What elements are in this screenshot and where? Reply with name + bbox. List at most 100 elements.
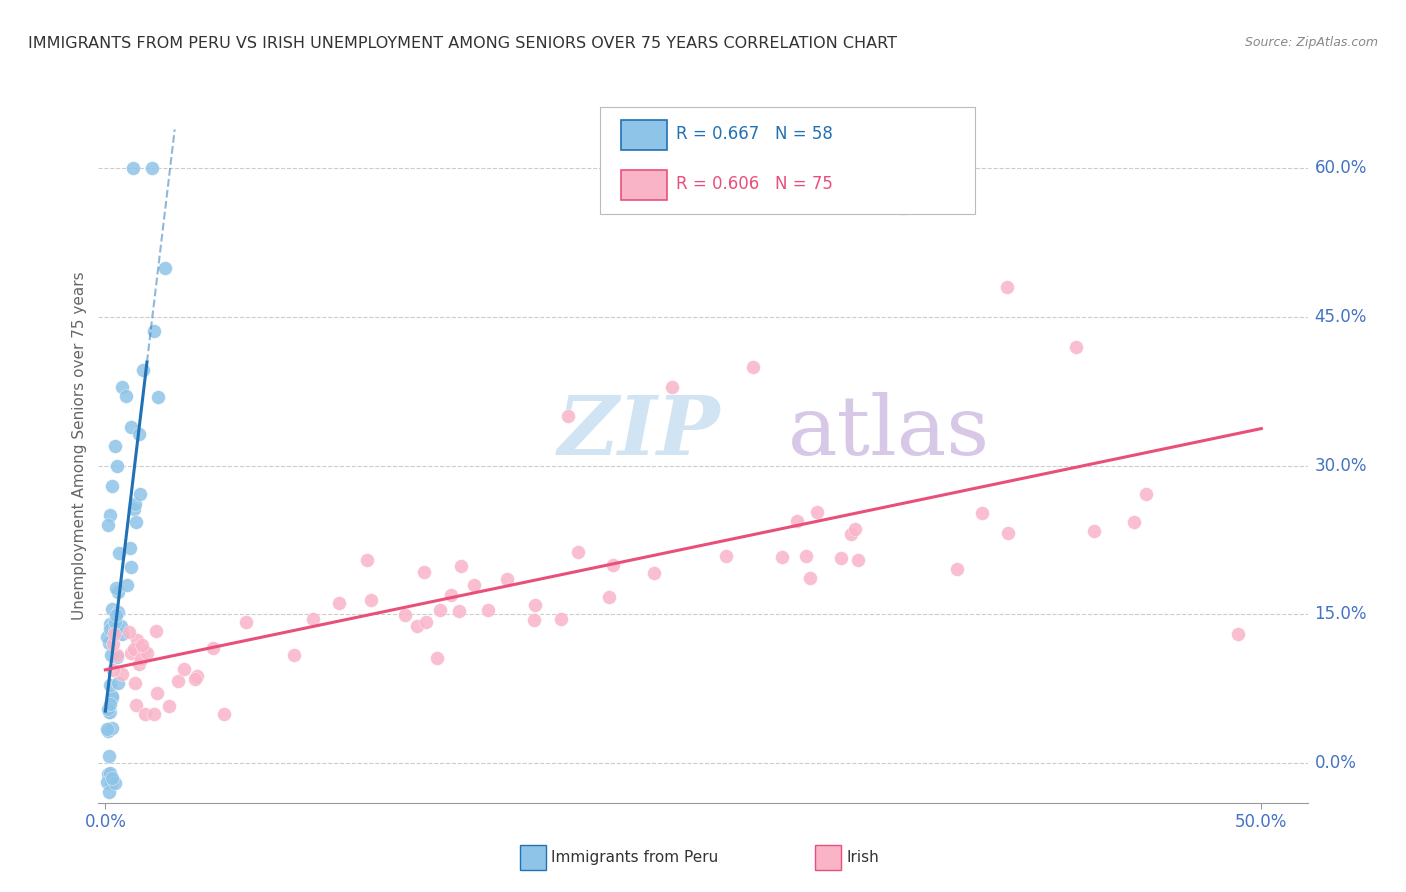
Point	[96, 631, 118, 645]
Point	[105, 648, 128, 662]
Point	[124, 676, 146, 690]
Point	[157, 699, 180, 714]
Point	[96, 775, 118, 789]
Point	[153, 261, 176, 276]
Point	[356, 553, 378, 567]
Point	[146, 686, 169, 700]
Point	[450, 559, 472, 574]
Point	[212, 706, 235, 721]
Point	[567, 544, 589, 558]
Point	[143, 706, 166, 721]
Point	[799, 571, 821, 585]
Point	[839, 526, 862, 541]
Point	[786, 514, 808, 528]
Point	[110, 619, 132, 633]
Point	[661, 379, 683, 393]
Point	[124, 502, 146, 516]
Point	[120, 646, 142, 660]
Text: Irish: Irish	[846, 850, 879, 864]
Point	[107, 676, 129, 690]
Point	[302, 612, 325, 626]
Point	[134, 706, 156, 721]
Point	[118, 541, 141, 556]
Point	[1123, 515, 1146, 529]
FancyBboxPatch shape	[600, 107, 976, 214]
Point	[105, 619, 128, 633]
Point	[98, 508, 121, 523]
Bar	[621, 120, 666, 150]
Text: 30.0%: 30.0%	[1315, 457, 1367, 475]
Point	[107, 605, 129, 619]
Text: Immigrants from Peru: Immigrants from Peru	[551, 850, 718, 864]
Point	[98, 766, 121, 780]
Point	[794, 549, 817, 564]
Point	[105, 650, 128, 665]
Point	[997, 526, 1019, 541]
Point	[183, 672, 205, 686]
Point	[550, 612, 572, 626]
Point	[104, 622, 127, 636]
Point	[394, 607, 416, 622]
Point	[101, 478, 124, 492]
Text: Source: ZipAtlas.com: Source: ZipAtlas.com	[1244, 36, 1378, 49]
Point	[145, 624, 167, 639]
Point	[1066, 340, 1088, 354]
Point	[413, 565, 436, 579]
Point	[115, 578, 138, 592]
Point	[98, 749, 121, 764]
Point	[131, 638, 153, 652]
Point	[714, 549, 737, 564]
Point	[101, 689, 124, 703]
Point	[100, 602, 122, 616]
Point	[104, 776, 127, 790]
Point	[120, 420, 142, 434]
Text: ZIP: ZIP	[558, 392, 720, 472]
Point	[143, 324, 166, 338]
Point	[97, 767, 120, 781]
Point	[101, 771, 124, 785]
Point	[127, 633, 149, 648]
Point	[995, 280, 1018, 294]
Point	[135, 646, 157, 660]
Point	[770, 549, 793, 564]
Point	[105, 458, 128, 473]
Point	[122, 642, 145, 657]
Point	[122, 161, 145, 176]
Text: IMMIGRANTS FROM PERU VS IRISH UNEMPLOYMENT AMONG SENIORS OVER 75 YEARS CORRELATI: IMMIGRANTS FROM PERU VS IRISH UNEMPLOYME…	[28, 36, 897, 51]
Point	[477, 603, 499, 617]
Point	[98, 678, 121, 692]
Point	[426, 650, 449, 665]
Point	[129, 651, 152, 665]
Point	[120, 559, 142, 574]
Point	[111, 666, 134, 681]
Point	[524, 599, 547, 613]
Point	[439, 588, 461, 602]
Point	[806, 505, 828, 519]
Point	[125, 698, 148, 712]
Point	[107, 584, 129, 599]
Text: R = 0.667   N = 58: R = 0.667 N = 58	[676, 125, 834, 143]
Point	[166, 674, 188, 689]
Point	[111, 627, 134, 641]
Point	[101, 690, 124, 705]
Point	[104, 615, 127, 629]
Point	[98, 785, 121, 799]
Point	[97, 518, 120, 533]
Point	[523, 613, 546, 627]
Y-axis label: Unemployment Among Seniors over 75 years: Unemployment Among Seniors over 75 years	[72, 272, 87, 620]
Point	[97, 706, 120, 720]
Text: 45.0%: 45.0%	[1315, 308, 1367, 326]
Point	[946, 562, 969, 576]
Point	[98, 636, 121, 650]
Point	[128, 427, 150, 442]
Point	[129, 486, 152, 500]
Point	[891, 201, 914, 215]
Point	[98, 616, 121, 631]
Point	[110, 379, 132, 393]
Point	[146, 391, 169, 405]
Point	[104, 581, 127, 595]
Point	[415, 615, 437, 629]
Point	[103, 627, 125, 641]
Point	[100, 721, 122, 735]
Point	[429, 602, 451, 616]
